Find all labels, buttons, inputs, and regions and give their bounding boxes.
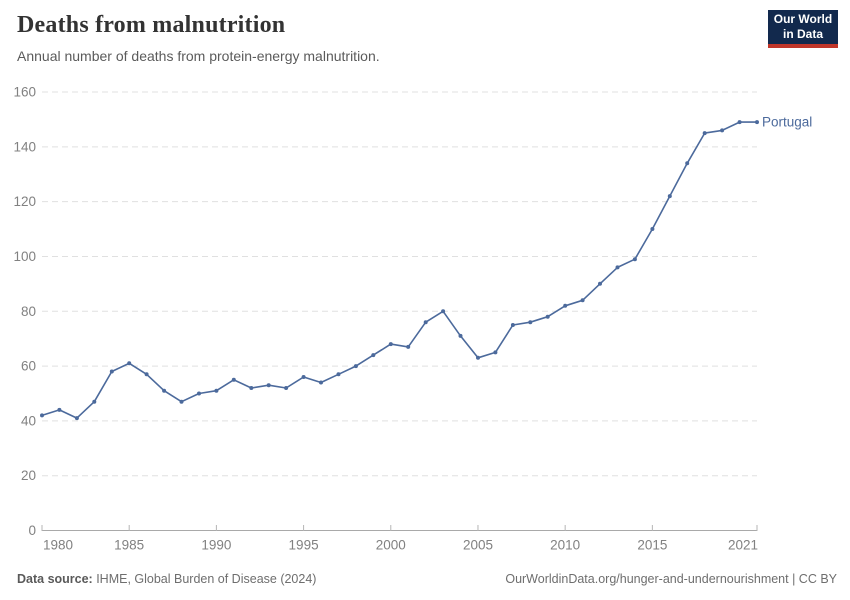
data-point [284,386,289,390]
data-point [371,353,376,358]
data-point [458,333,463,338]
y-axis-tick-label: 40 [21,413,36,428]
data-point [162,388,167,393]
x-axis-tick-label: 2021 [728,538,758,553]
y-axis-tick-label: 100 [13,249,36,264]
data-point [441,309,446,314]
data-point [40,413,44,418]
x-axis-tick-label: 1985 [114,538,144,553]
data-point [598,281,602,286]
data-point [423,320,428,325]
data-point [615,265,620,270]
x-axis-tick-label: 1990 [201,538,231,553]
data-source-value: IHME, Global Burden of Disease (2024) [92,572,317,586]
data-point [667,194,672,199]
data-point [301,375,306,379]
owid-logo-line1: Our World [773,12,833,26]
x-axis-tick-label: 1980 [43,538,73,553]
data-line-portugal [41,121,758,419]
y-axis-tick-label: 80 [21,304,36,319]
y-axis-tick-label: 160 [13,85,36,100]
data-point [720,128,725,133]
data-point [755,120,759,125]
data-point [476,355,480,360]
data-point [197,391,201,396]
data-point [528,320,533,325]
x-axis-tick-label: 2000 [376,538,406,553]
credit-note: OurWorldinData.org/hunger-and-undernouri… [505,572,837,586]
data-point [632,257,637,262]
series-label-portugal: Portugal [762,115,812,130]
y-axis-tick-label: 0 [28,523,36,538]
data-point [685,161,690,166]
x-axis-tick-label: 2015 [637,538,667,553]
y-axis-tick-label: 140 [13,139,36,154]
data-point [737,120,742,125]
data-source-note: Data source: IHME, Global Burden of Dise… [17,572,316,586]
data-point [493,350,498,355]
y-axis-tick-label: 120 [13,194,36,209]
x-axis-tick-label: 2010 [550,538,580,553]
x-axis-tick-label: 2005 [463,538,493,553]
data-point [545,314,550,319]
data-point [388,342,393,347]
data-point [406,344,411,349]
data-point [319,380,323,385]
data-point [179,399,184,404]
data-point [353,364,358,369]
data-point [92,399,97,404]
data-point [650,227,655,231]
data-point [266,383,271,388]
data-point [702,131,707,136]
chart-footer: Data source: IHME, Global Burden of Dise… [17,572,837,586]
data-point [57,407,62,412]
data-point [563,303,568,308]
data-point [231,377,236,382]
chart-header: Deaths from malnutrition Annual number o… [17,12,757,64]
y-axis-tick-label: 20 [21,468,36,483]
data-point [109,369,114,374]
data-point [510,323,515,327]
data-point [336,372,341,377]
data-point [144,372,149,377]
y-axis-tick-label: 60 [21,359,36,374]
data-point [249,386,254,390]
page-title: Deaths from malnutrition [17,12,286,38]
data-point [580,298,585,303]
data-point [74,416,79,421]
data-source-label: Data source: [17,572,93,586]
chart-subtitle: Annual number of deaths from protein-ene… [17,48,380,64]
x-axis-tick-label: 1995 [289,538,319,553]
data-point [127,361,132,366]
data-point [214,388,219,393]
owid-logo: Our World in Data [768,10,838,48]
owid-logo-line2: in Data [782,27,823,41]
